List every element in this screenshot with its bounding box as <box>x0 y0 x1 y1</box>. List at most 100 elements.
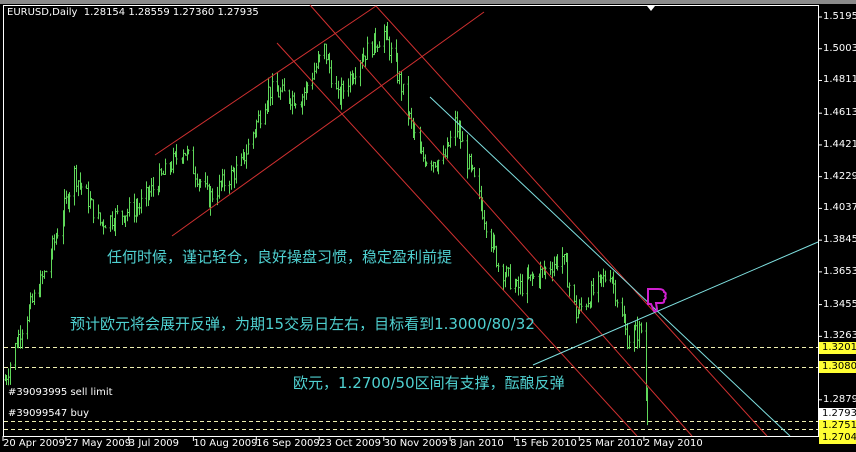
trendline-down-channel-middle[interactable] <box>309 4 693 437</box>
ohlc-bar <box>271 73 274 106</box>
ohlc-bar <box>471 164 474 171</box>
ohlc-bar <box>148 185 151 201</box>
ohlc-bar <box>56 228 59 239</box>
ohlc-bar <box>318 54 321 63</box>
ohlc-bar <box>128 197 131 217</box>
ohlc-bar <box>468 153 471 170</box>
ohlc-bar <box>158 163 161 193</box>
price-tick-label: 1.44210 <box>823 139 856 150</box>
ohlc-bar <box>33 289 36 305</box>
cyan-resistance-line[interactable] <box>429 96 791 437</box>
ohlc-bar <box>646 387 649 426</box>
ohlc-bar <box>509 264 512 290</box>
price-tick-label: 1.36530 <box>823 266 856 277</box>
ohlc-bar <box>354 67 357 85</box>
ohlc-bar <box>624 313 627 336</box>
trendline-down-channel-upper[interactable] <box>375 5 768 437</box>
ohlc-bar <box>575 295 578 324</box>
ohlc-bar <box>303 87 306 106</box>
time-tick-label: 25 Mar 2010 <box>579 438 643 449</box>
ohlc-bar <box>133 193 136 223</box>
ohlc-bar <box>121 210 124 225</box>
ohlc-bar <box>257 110 260 123</box>
ohlc-bar <box>454 110 457 146</box>
ohlc-bar <box>7 368 10 386</box>
ohlc-bar <box>196 173 199 187</box>
ohlc-bar <box>45 270 48 273</box>
chart-shift-marker[interactable] <box>647 6 655 11</box>
trendline-up-channel-lower[interactable] <box>171 11 485 237</box>
annotation-support[interactable]: 欧元，1.2700/50区间有支撑，酝酿反弹 <box>293 374 565 392</box>
ohlc-bar <box>337 80 340 99</box>
ohlc-bar <box>75 164 78 193</box>
ohlc-bar <box>259 110 262 129</box>
ohlc-bar <box>432 161 435 173</box>
ohlc-bar <box>281 79 284 93</box>
ohlc-bar <box>172 147 175 174</box>
ohlc-bar <box>21 329 24 349</box>
ohlc-bar <box>223 169 226 192</box>
ohlc-bar <box>164 158 167 176</box>
ohlc-bar <box>77 180 80 197</box>
ohlc-bar <box>592 278 595 296</box>
ohlc-bar <box>478 168 481 200</box>
ohlc-bar <box>306 82 309 94</box>
ohlc-bar <box>289 98 292 110</box>
cyan-support-line[interactable] <box>532 241 819 366</box>
ohlc-bar <box>602 268 605 288</box>
ohlc-bar <box>140 189 143 214</box>
ohlc-bar <box>138 202 141 215</box>
ohlc-bar <box>549 261 552 275</box>
ohlc-bar <box>279 87 282 100</box>
ohlc-bar <box>63 189 66 227</box>
window-top-border <box>0 0 856 4</box>
ohlc-bar <box>473 167 476 178</box>
ohlc-bar <box>563 254 566 265</box>
ohlc-bar <box>145 181 148 207</box>
ohlc-bar <box>53 234 56 251</box>
ohlc-bar <box>216 186 219 206</box>
ohlc-bar <box>283 78 286 92</box>
ohlc-bar <box>597 271 600 303</box>
ohlc-bar <box>104 225 107 229</box>
ohlc-bar <box>26 316 29 340</box>
ohlc-bar <box>245 144 248 169</box>
time-tick-label: 10 Aug 2009 <box>193 438 258 449</box>
ohlc-bar <box>521 274 524 297</box>
ohlc-bar <box>97 204 100 220</box>
order-sell-limit-label[interactable]: #39093995 sell limit <box>8 387 113 398</box>
order-buy-label[interactable]: #39099547 buy <box>8 408 90 419</box>
ohlc-bar <box>126 208 129 222</box>
ohlc-bar <box>587 297 590 308</box>
ohlc-bar <box>255 119 258 138</box>
ohlc-bar <box>497 262 500 272</box>
ohlc-bar <box>291 90 294 115</box>
ohlc-bar <box>240 153 243 166</box>
ohlc-bar <box>39 270 42 298</box>
trendline-up-channel-upper[interactable] <box>154 5 377 156</box>
ohlc-bar <box>573 284 576 305</box>
ohlc-bar <box>437 159 440 175</box>
ohlc-bar <box>267 77 270 113</box>
ohlc-bar <box>490 228 493 252</box>
price-tick-label: 1.48110 <box>823 74 856 85</box>
ohlc-bar <box>461 131 464 143</box>
ohlc-bar <box>264 103 267 125</box>
ohlc-bar <box>604 270 607 283</box>
price-level-label: 1.27935 <box>819 408 856 420</box>
ohlc-bar <box>446 137 449 159</box>
close-price: 1.27935 <box>217 7 259 18</box>
trendline-down-channel-lower[interactable] <box>276 42 638 437</box>
annotation-risk-note[interactable]: 任何时候，谨记轻仓，良好操盘习惯，稳定盈利前提 <box>107 248 453 266</box>
ohlc-bar <box>90 198 93 201</box>
low-price: 1.27360 <box>172 7 215 18</box>
annotation-forecast[interactable]: 预计欧元将会展开反弹，为期15交易日左右，目标看到1.3000/80/32 <box>70 315 535 333</box>
ohlc-bar <box>505 265 508 278</box>
ohlc-bar <box>313 62 316 80</box>
ohlc-bar <box>85 184 88 189</box>
ohlc-bar <box>636 316 639 349</box>
ohlc-bar <box>342 80 345 99</box>
ohlc-bar <box>580 297 583 312</box>
